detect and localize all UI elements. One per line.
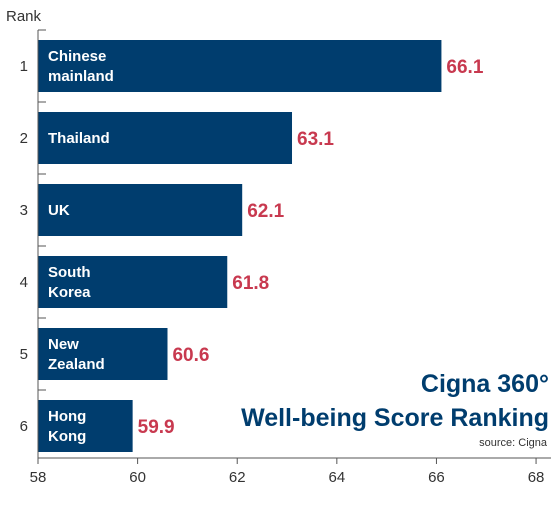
- rank-number: 3: [20, 202, 28, 219]
- bar-category-label: Zealand: [48, 356, 105, 373]
- bar-category-label: South: [48, 264, 91, 281]
- bar: [38, 40, 442, 92]
- x-tick-label: 64: [328, 469, 345, 486]
- bar-category-label: Thailand: [48, 130, 110, 147]
- bar-value-label: 63.1: [297, 129, 334, 150]
- bar-category-label: New: [48, 336, 79, 353]
- bar: [38, 256, 228, 308]
- rank-number: 4: [20, 274, 28, 291]
- rank-header: Rank: [6, 8, 42, 25]
- bar-value-label: 60.6: [172, 345, 209, 366]
- bar-category-label: Chinese: [48, 48, 106, 65]
- x-tick-label: 62: [229, 469, 246, 486]
- bar-value-label: 59.9: [138, 417, 175, 438]
- x-tick-label: 60: [129, 469, 146, 486]
- bar-value-label: 61.8: [232, 273, 269, 294]
- x-tick-label: 58: [30, 469, 47, 486]
- bar-category-label: mainland: [48, 68, 114, 85]
- bar-value-label: 62.1: [247, 201, 284, 222]
- bar-category-label: UK: [48, 202, 70, 219]
- title-line-1: Cigna 360°: [421, 370, 549, 398]
- bar-category-label: Korea: [48, 284, 91, 301]
- bar-value-label: 66.1: [446, 57, 483, 78]
- bar: [38, 328, 168, 380]
- rank-number: 2: [20, 130, 28, 147]
- title-line-2: Well-being Score Ranking: [241, 404, 549, 432]
- chart-title: Cigna 360° Well-being Score Ranking: [241, 370, 549, 432]
- bars: Chinese mainland 66.1 Thailand 63.1 UK 62.1 Sou…: [38, 40, 484, 452]
- rank-numbers: 1 2 3 4 5 6: [20, 58, 28, 435]
- source-note: source: Cigna: [479, 437, 548, 449]
- bar: [38, 184, 243, 236]
- x-axis: 58 60 62 64 66 68: [30, 29, 551, 486]
- rank-number: 1: [20, 58, 28, 75]
- rank-number: 6: [20, 418, 28, 435]
- x-tick-label: 68: [528, 469, 545, 486]
- bar-category-label: Kong: [48, 428, 86, 445]
- bar-category-label: Hong: [48, 408, 86, 425]
- rank-number: 5: [20, 346, 28, 363]
- bar: [38, 400, 133, 452]
- bar: [38, 112, 293, 164]
- x-tick-label: 66: [428, 469, 445, 486]
